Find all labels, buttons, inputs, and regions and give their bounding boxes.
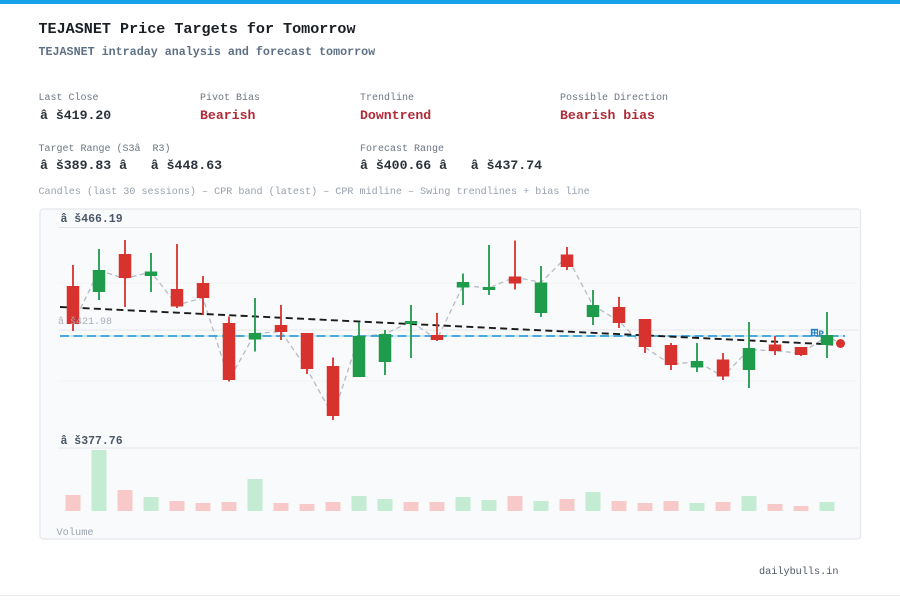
- svg-text:P: P: [818, 328, 824, 339]
